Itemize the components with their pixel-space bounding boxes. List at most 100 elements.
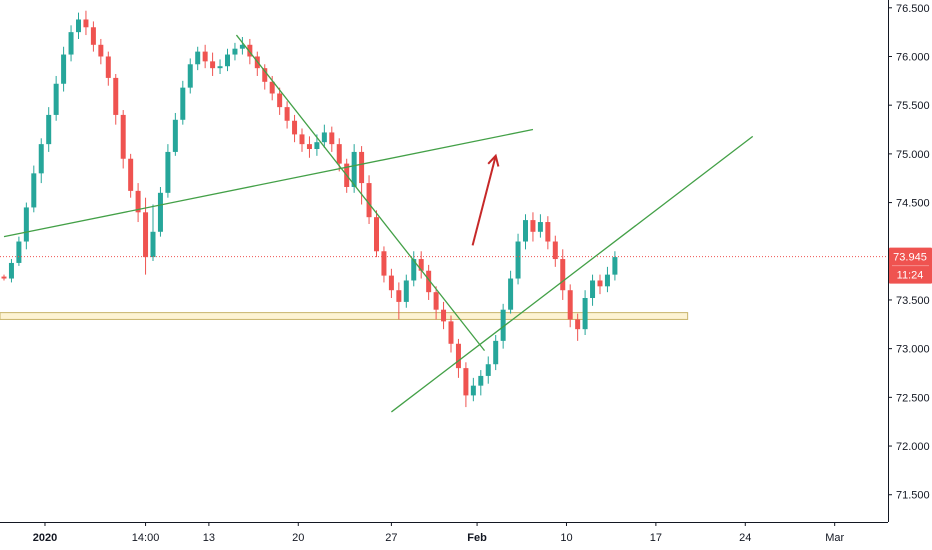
support-zone-layer [0, 312, 689, 320]
candle-body [366, 183, 372, 218]
candle-body [269, 81, 275, 94]
candle-body [508, 278, 514, 310]
candle-body [299, 134, 305, 145]
candle-body [403, 280, 409, 302]
price-tick-label: 75.000 [896, 149, 930, 161]
candle-body [329, 132, 335, 145]
time-tick-label: 13 [203, 532, 215, 544]
last-price-label: 73.945 [893, 252, 927, 264]
candle-body [180, 87, 186, 120]
price-tick-label: 76.000 [896, 51, 930, 63]
candle-body [187, 64, 193, 88]
candle-body [217, 66, 223, 69]
time-tick-label: 17 [650, 532, 662, 544]
candle-body [552, 241, 558, 260]
candle-body [292, 120, 298, 135]
candle-body [1, 276, 7, 279]
candle-body [426, 270, 432, 293]
candle-body [455, 343, 461, 369]
projection-arrowhead [487, 153, 500, 167]
candle-body [195, 51, 201, 65]
candle-body [321, 132, 327, 143]
price-tick-label: 71.500 [896, 490, 930, 502]
candle-body [359, 151, 365, 184]
time-tick-label: 24 [739, 532, 751, 544]
candle-body [523, 220, 528, 242]
candle-body [515, 241, 521, 279]
candle-body [105, 56, 111, 78]
price-tick-label: 72.000 [896, 441, 930, 453]
candle-body [575, 319, 581, 330]
candle-body [113, 77, 119, 115]
candle-body [172, 119, 178, 152]
candle-body [530, 220, 536, 232]
time-tick-label: 27 [385, 532, 397, 544]
price-tick-label: 75.500 [896, 100, 930, 112]
candle-body [485, 364, 491, 376]
candle-body [396, 290, 402, 302]
candle-body [314, 142, 320, 150]
candle-body [336, 144, 342, 164]
candle-body [135, 190, 141, 213]
candle-body [604, 274, 610, 287]
candle-body [478, 375, 484, 386]
candle-body [277, 93, 283, 108]
bar-countdown-label: 11:24 [897, 270, 924, 282]
time-tick-label: 20 [292, 532, 304, 544]
price-tick-label: 73.500 [896, 295, 930, 307]
candle-body [239, 44, 245, 49]
price-tick-label: 72.500 [896, 392, 930, 404]
candle-body [38, 144, 44, 174]
candle-body [612, 257, 618, 275]
candle-body [448, 321, 454, 344]
trendline-2[interactable] [235, 34, 486, 351]
trendline-1[interactable] [3, 128, 534, 238]
candle-body [433, 292, 439, 310]
candle-body [582, 298, 588, 330]
time-tick-label: Feb [467, 532, 487, 544]
candle-body [150, 231, 156, 258]
candle-body [374, 217, 379, 252]
last-price-badge [889, 247, 932, 284]
candle-body [225, 54, 230, 67]
candle-body [463, 368, 469, 396]
candle-body [128, 158, 134, 191]
candle-body [470, 385, 476, 396]
candle-body [351, 151, 357, 187]
candle-body [411, 259, 417, 281]
projection-arrow[interactable] [471, 155, 497, 246]
time-tick-label: 2020 [33, 532, 57, 544]
candle-body [76, 19, 81, 33]
candle-body [567, 290, 573, 320]
candle-body [232, 48, 238, 55]
candle-body [68, 32, 74, 55]
candle-body [262, 68, 268, 82]
price-tick-label: 74.500 [896, 198, 930, 210]
price-tick-label: 76.500 [896, 3, 930, 15]
candle-body [306, 144, 312, 150]
candle-body [493, 340, 499, 365]
candle-body [441, 309, 447, 322]
candle-body [500, 309, 506, 341]
candle-body [16, 241, 22, 263]
candle-body [545, 222, 551, 242]
candle-body [560, 259, 566, 291]
candle-body [284, 107, 290, 121]
candle-body [120, 114, 126, 159]
candle-body [247, 44, 253, 57]
candle-body [23, 207, 29, 242]
candle-body [8, 262, 14, 279]
candle-body [46, 114, 52, 145]
candle-body [590, 280, 596, 299]
candle-body [83, 19, 89, 28]
candle-body [381, 251, 387, 276]
candle-body [98, 44, 104, 57]
support-zone-rect[interactable] [0, 312, 689, 320]
trendline-3[interactable] [391, 135, 754, 413]
trendlines-layer[interactable] [0, 34, 888, 413]
candle-body [165, 151, 171, 193]
time-tick-label: 10 [560, 532, 572, 544]
